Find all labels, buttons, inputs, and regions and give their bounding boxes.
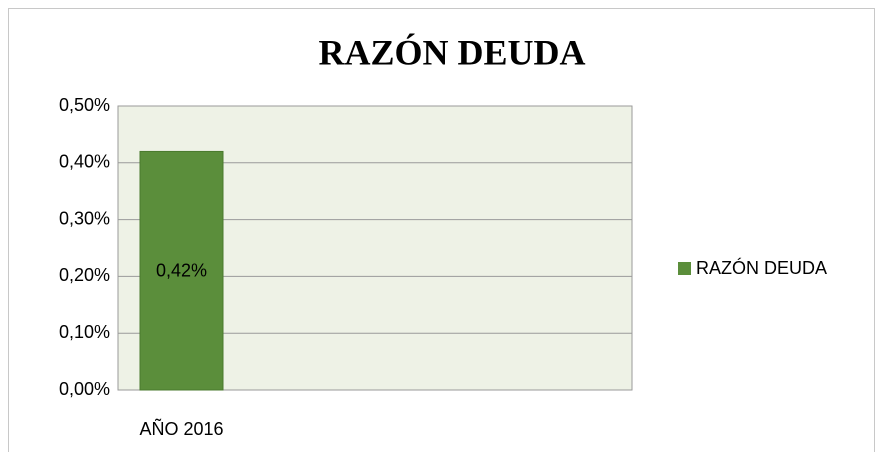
- data-label: 0,42%: [156, 260, 207, 280]
- y-tick-label: 0,00%: [59, 379, 110, 399]
- y-tick-label: 0,40%: [59, 152, 110, 172]
- y-tick-label: 0,10%: [59, 322, 110, 342]
- chart-title: RAZÓN DEUDA: [318, 32, 585, 72]
- y-tick-label: 0,30%: [59, 208, 110, 228]
- legend-swatch: [678, 262, 691, 275]
- y-tick-label: 0,50%: [59, 95, 110, 115]
- y-tick-label: 0,20%: [59, 265, 110, 285]
- chart-frame: [8, 8, 875, 452]
- legend-label: RAZÓN DEUDA: [696, 257, 827, 278]
- x-tick-label: AÑO 2016: [139, 418, 223, 439]
- bar: [139, 150, 224, 391]
